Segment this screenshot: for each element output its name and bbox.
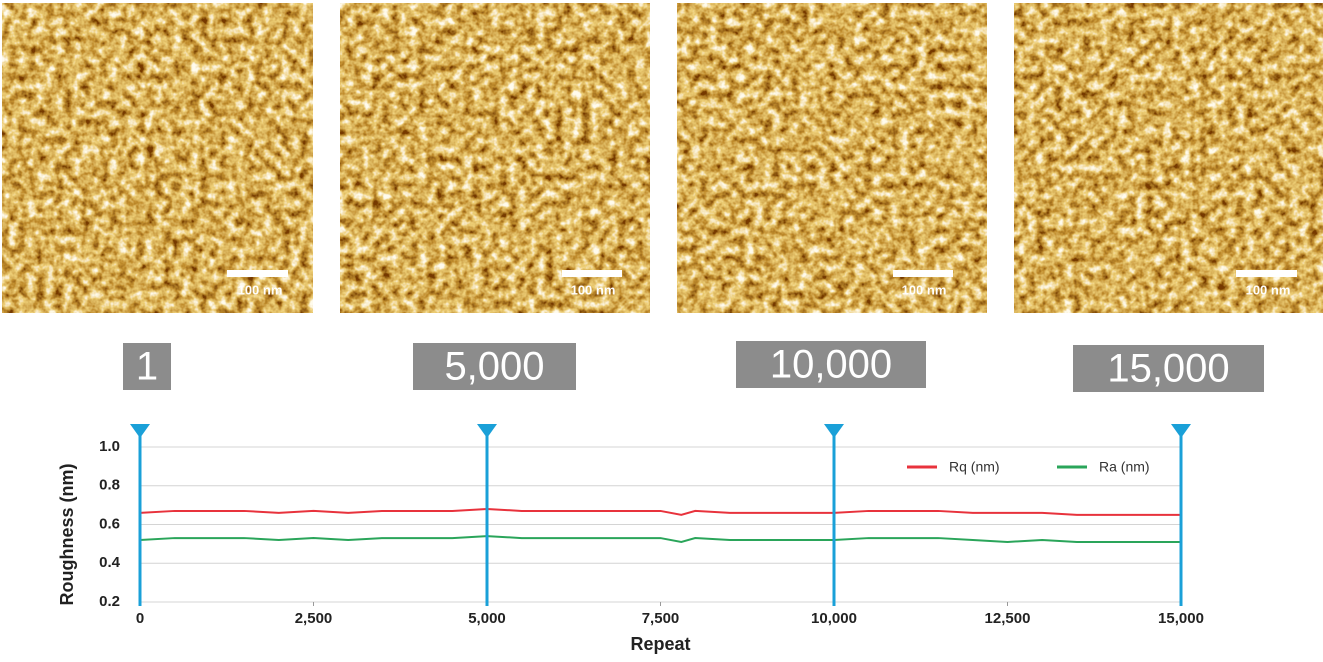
x-axis-label: Repeat	[630, 634, 690, 654]
y-tick-label: 0.6	[99, 515, 120, 532]
afm-image	[340, 3, 650, 313]
x-tick-label: 12,500	[985, 610, 1031, 627]
scale-bar-label: 100 nm	[571, 282, 616, 297]
legend-label: Rq (nm)	[949, 459, 1000, 475]
afm-image	[2, 3, 313, 313]
image-label: 1	[136, 345, 158, 389]
y-tick-label: 1.0	[99, 438, 120, 455]
image-label-box	[736, 341, 926, 388]
scale-bar-label: 100 nm	[1246, 282, 1291, 297]
repeat-marker-head	[477, 424, 497, 438]
afm-image	[677, 3, 987, 313]
image-label: 15,000	[1107, 347, 1229, 391]
x-tick-label: 15,000	[1158, 610, 1204, 627]
image-label: 10,000	[770, 343, 892, 387]
repeat-marker-head	[130, 424, 150, 438]
scale-bar	[893, 270, 953, 277]
legend-label: Ra (nm)	[1099, 459, 1150, 475]
y-tick-label: 0.2	[99, 593, 120, 610]
data-line	[139, 535, 1181, 543]
image-label: 5,000	[444, 345, 544, 389]
y-axis-label: Roughness (nm)	[57, 463, 77, 605]
image-label-box	[413, 343, 576, 390]
x-tick-label: 2,500	[295, 610, 333, 627]
image-label-box	[1073, 345, 1264, 392]
image-label-box	[123, 343, 171, 390]
y-tick-label: 0.4	[99, 554, 121, 571]
repeat-marker-head	[1171, 424, 1191, 438]
x-tick-label: 10,000	[811, 610, 857, 627]
scale-bar-label: 100 nm	[238, 282, 283, 297]
x-tick-label: 7,500	[642, 610, 680, 627]
scale-bar	[1236, 270, 1297, 277]
scale-bar	[562, 270, 622, 277]
scale-bar	[227, 270, 288, 277]
afm-image	[1014, 3, 1323, 313]
scale-bar-label: 100 nm	[902, 282, 947, 297]
x-tick-label: 0	[136, 610, 144, 627]
repeat-marker-head	[824, 424, 844, 438]
data-line	[139, 507, 1181, 516]
y-tick-label: 0.8	[99, 477, 120, 494]
x-tick-label: 5,000	[468, 610, 506, 627]
